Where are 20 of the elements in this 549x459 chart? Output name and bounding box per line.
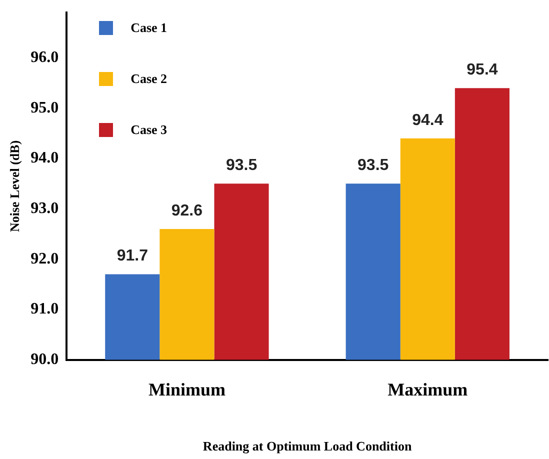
x-tick-label: Minimum	[148, 379, 226, 400]
y-tick-label: 96.0	[30, 49, 59, 66]
legend-label: Case 3	[130, 122, 168, 138]
legend-label: Case 2	[130, 70, 168, 87]
y-tick-label: 93.0	[30, 200, 59, 217]
y-tick-label: 94.0	[30, 150, 59, 167]
data-label: 93.5	[358, 157, 389, 174]
data-label: 95.4	[466, 61, 498, 78]
x-axis-title: Reading at Optimum Load Condition	[202, 438, 412, 454]
x-tick-label: Maximum	[388, 379, 468, 400]
y-tick-label: 92.0	[30, 250, 59, 268]
y-tick-label: 91.0	[30, 300, 59, 318]
y-tick-label: 95.0	[30, 99, 59, 116]
data-label: 94.4	[412, 112, 444, 129]
y-tick-label: 90.0	[30, 350, 59, 368]
data-label: 93.5	[226, 157, 258, 174]
data-label: 91.7	[116, 248, 148, 265]
data-label: 92.6	[171, 202, 203, 220]
y-axis-title: Noise Level (dB)	[7, 140, 22, 232]
legend-label: Case 1	[130, 20, 168, 36]
